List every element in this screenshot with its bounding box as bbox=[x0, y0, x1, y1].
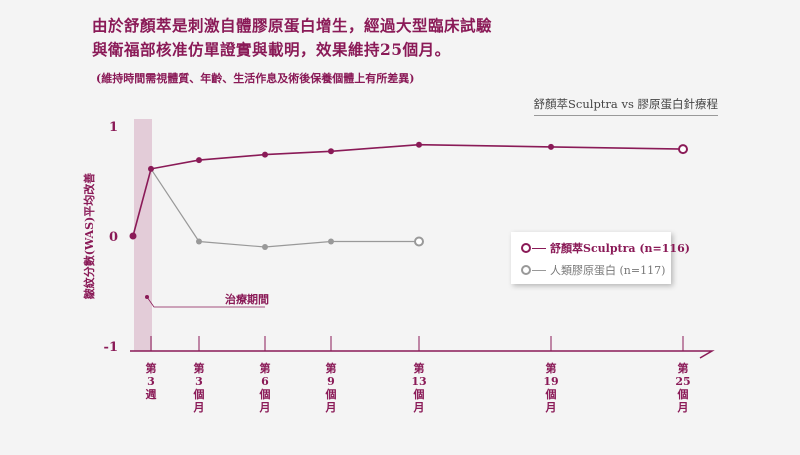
headline: 由於舒顏萃是刺激自體膠原蛋白增生，經過大型臨床試驗 與衛福部核准仿單證實與載明，… bbox=[92, 14, 492, 62]
treatment-period-band bbox=[134, 119, 152, 351]
data-point-sculptra bbox=[678, 144, 688, 155]
comparison-label: 舒顏萃Sculptra vs 膠原蛋白針療程 bbox=[533, 96, 718, 116]
x-tick-label: 第 13 個月 bbox=[411, 361, 426, 414]
legend-line-collagen bbox=[532, 269, 546, 271]
headline-line-2: 與衛福部核准仿單證實與載明，效果維持25個月。 bbox=[92, 40, 451, 59]
legend-marker-collagen bbox=[521, 265, 531, 275]
series-line-sculptra bbox=[132, 143, 684, 237]
x-axis-arrow bbox=[699, 350, 715, 359]
data-point-sculptra bbox=[548, 143, 554, 150]
chart-legend: 舒顏萃Sculptra (n=116) 人類膠原蛋白 (n=117) bbox=[511, 232, 690, 284]
data-point-sculptra bbox=[148, 165, 154, 172]
legend-label-sculptra: 舒顏萃Sculptra (n=116) bbox=[550, 242, 690, 255]
legend-marker-sculptra bbox=[521, 243, 531, 253]
y-axis-label: 皺紋分數(WAS)平均改善 bbox=[82, 173, 96, 301]
disclaimer-note: (維持時間需視體質、年齡、生活作息及術後保養個體上有所差異) bbox=[96, 72, 415, 85]
x-tick-label: 第 25 個月 bbox=[675, 361, 690, 414]
legend-item-collagen: 人類膠原蛋白 (n=117) bbox=[521, 262, 665, 278]
series-line-collagen bbox=[150, 168, 419, 248]
legend-item-sculptra: 舒顏萃Sculptra (n=116) bbox=[521, 240, 690, 256]
x-tick-label: 第 9 個月 bbox=[325, 361, 337, 414]
data-point-collagen bbox=[262, 244, 268, 250]
data-point-sculptra bbox=[416, 141, 422, 148]
y-tick-label: 0 bbox=[109, 230, 118, 245]
data-point-collagen bbox=[414, 236, 424, 247]
x-tick-label: 第 3 個月 bbox=[193, 361, 205, 414]
headline-line-1: 由於舒顏萃是刺激自體膠原蛋白增生，經過大型臨床試驗 bbox=[92, 16, 493, 35]
data-point-sculptra bbox=[262, 151, 268, 158]
data-point-sculptra bbox=[129, 232, 137, 240]
y-tick-label: 1 bbox=[109, 120, 118, 135]
treatment-period-label: 治療期間 bbox=[225, 292, 269, 306]
data-point-sculptra bbox=[328, 148, 334, 155]
data-point-collagen bbox=[328, 238, 334, 245]
treatment-period-leader bbox=[146, 296, 265, 308]
y-tick-label: -1 bbox=[104, 340, 118, 355]
legend-label-collagen: 人類膠原蛋白 (n=117) bbox=[550, 264, 666, 277]
legend-line-sculptra bbox=[532, 247, 546, 249]
data-point-collagen bbox=[196, 238, 202, 245]
data-point-sculptra bbox=[196, 157, 202, 164]
x-tick-label: 第 6 個月 bbox=[259, 361, 271, 414]
x-tick-label: 第 19 個月 bbox=[543, 361, 558, 414]
